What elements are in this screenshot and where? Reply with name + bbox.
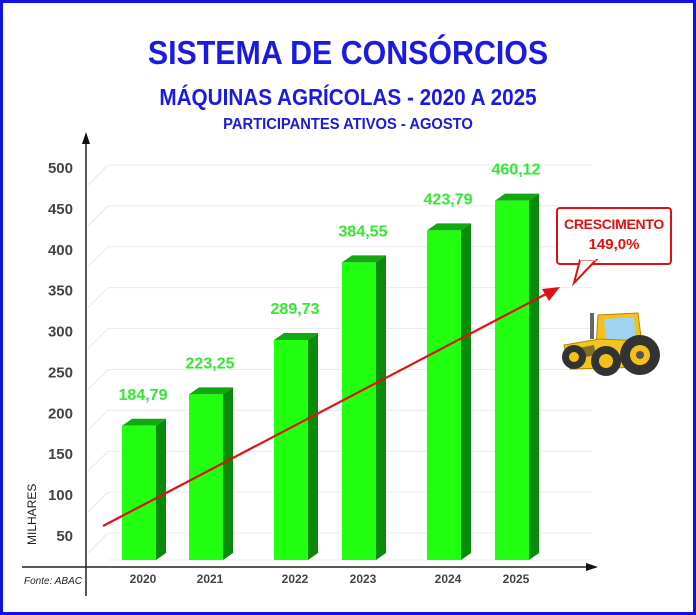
x-tick-label: 2024	[435, 572, 462, 586]
growth-callout-label: CRESCIMENTO	[564, 216, 664, 232]
x-tick-label: 2023	[350, 572, 377, 586]
value-label: 384,55	[339, 223, 388, 240]
y-tick-label: 100	[48, 487, 73, 504]
y-tick-label: 400	[48, 242, 73, 259]
value-label: 223,25	[186, 355, 235, 372]
growth-callout: CRESCIMENTO 149,0%	[556, 207, 672, 265]
bar-2024	[427, 223, 471, 560]
chart-subsubtitle: PARTICIPANTES ATIVOS - AGOSTO	[223, 116, 473, 133]
chart-title: SISTEMA DE CONSÓRCIOS	[147, 34, 549, 71]
y-tick-label: 250	[48, 364, 73, 381]
y-tick-label: 50	[56, 528, 73, 545]
bar-2021	[189, 387, 233, 560]
bar-2022	[274, 332, 318, 560]
y-tick-label: 150	[48, 446, 73, 463]
source-label: Fonte: ABAC	[24, 576, 83, 587]
growth-callout-value: 149,0%	[588, 236, 640, 253]
y-axis-label: MILHARES	[25, 484, 39, 545]
y-tick-label: 350	[48, 283, 73, 300]
x-tick-label: 2020	[130, 572, 157, 586]
x-tick-label: 2022	[282, 572, 309, 586]
y-tick-label: 450	[48, 201, 73, 218]
value-label: 460,12	[492, 162, 541, 179]
bar-2020	[122, 418, 166, 560]
chart-subtitle: MÁQUINAS AGRÍCOLAS - 2020 A 2025	[159, 84, 537, 110]
value-label: 184,79	[119, 387, 168, 404]
value-label: 423,79	[424, 191, 473, 208]
y-tick-label: 300	[48, 324, 73, 341]
y-tick-label: 200	[48, 405, 73, 422]
bar-2025	[495, 193, 539, 560]
x-tick-label: 2021	[197, 572, 224, 586]
x-tick-label: 2025	[503, 572, 530, 586]
bar-2023	[342, 255, 386, 560]
y-tick-label: 500	[48, 160, 73, 177]
value-label: 289,73	[271, 301, 320, 318]
